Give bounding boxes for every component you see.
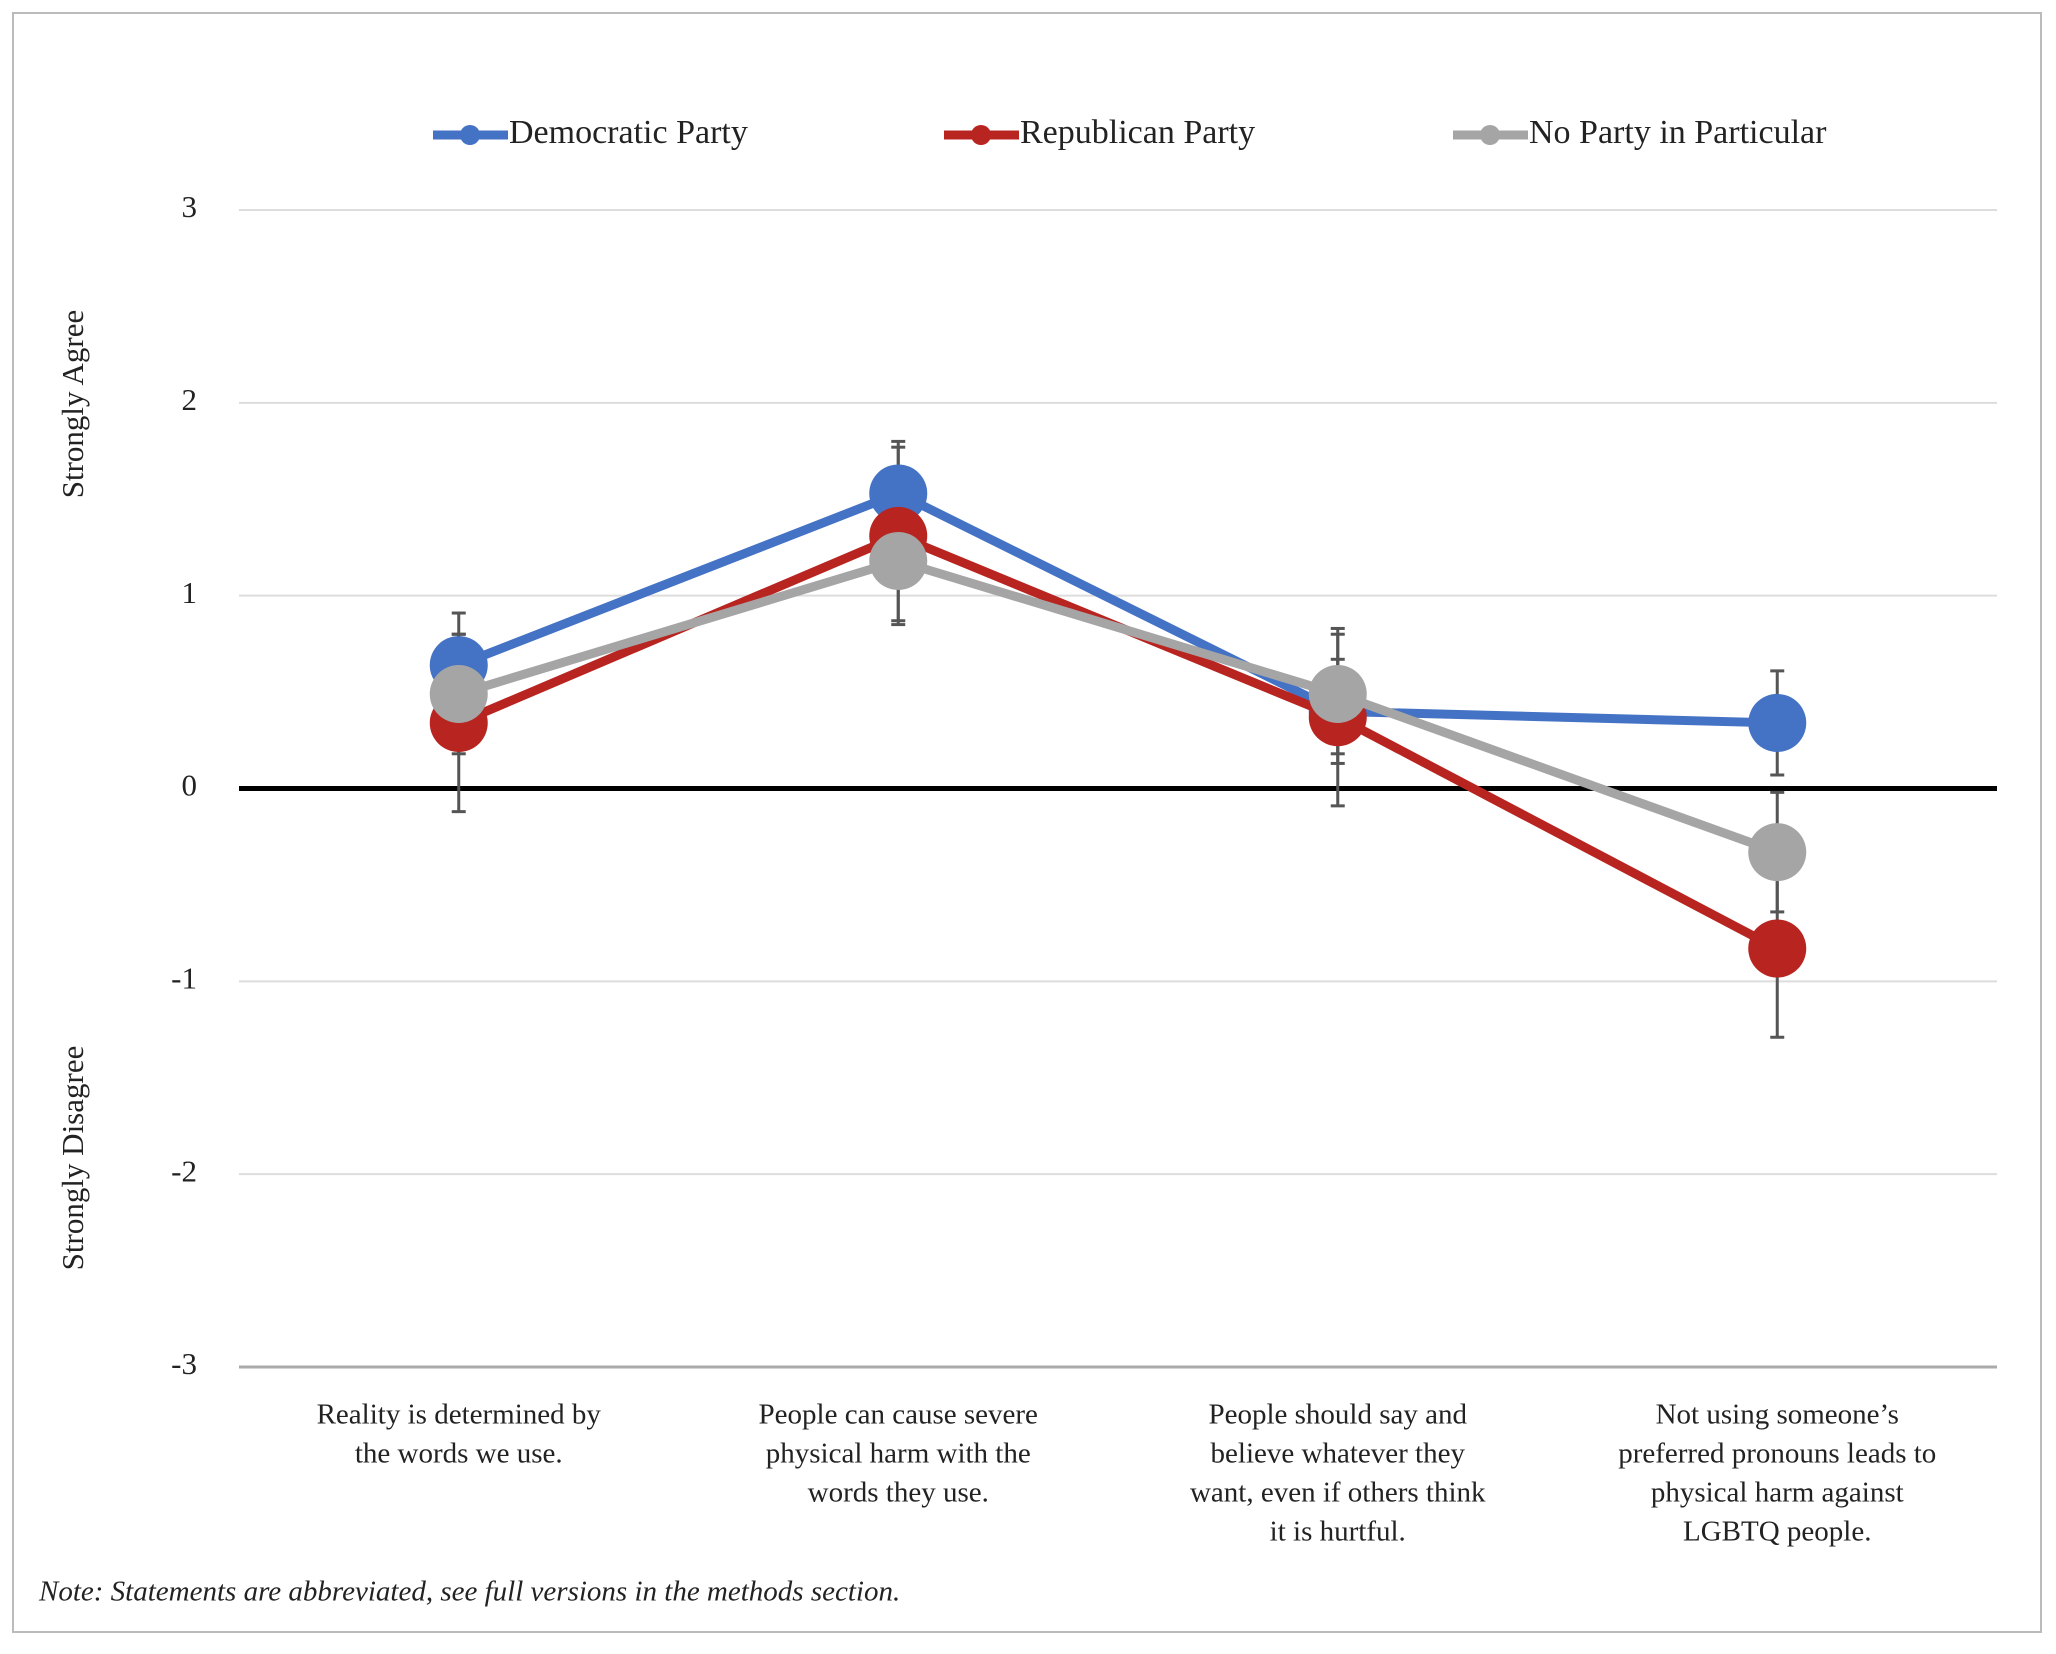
legend-label: Democratic Party xyxy=(509,114,748,151)
x-tick-label: it is hurtful. xyxy=(1270,1516,1406,1548)
note: Note: Statements are abbreviated, see fu… xyxy=(38,1576,900,1608)
x-tick-label: Reality is determined by xyxy=(317,1399,602,1431)
y-annotation: Strongly Agree xyxy=(55,310,90,499)
y-tick-label: -2 xyxy=(171,1153,197,1188)
marker xyxy=(869,531,928,590)
y-tick-label: -3 xyxy=(171,1346,197,1381)
x-tick-label: physical harm with the xyxy=(766,1438,1031,1470)
series-line xyxy=(457,488,1778,728)
y-annotation: Strongly Disagree xyxy=(55,1046,90,1271)
marker xyxy=(1748,693,1807,752)
y-tick-label: 0 xyxy=(182,768,198,803)
x-tick-label: Not using someone’s xyxy=(1656,1399,1899,1431)
y-tick-label: 3 xyxy=(182,189,198,224)
series-line xyxy=(457,556,1779,857)
y-tick-label: 1 xyxy=(182,575,198,610)
marker xyxy=(869,464,928,523)
x-tick-label: People can cause severe xyxy=(759,1399,1038,1431)
marker xyxy=(1308,665,1367,724)
y-tick-label: 2 xyxy=(182,382,198,417)
marker xyxy=(1748,919,1807,978)
frame xyxy=(12,12,2042,1633)
x-tick-label: physical harm against xyxy=(1651,1477,1904,1509)
x-tick-label: the words we use. xyxy=(355,1438,563,1470)
marker xyxy=(1748,823,1807,882)
legend-marker xyxy=(1480,125,1500,145)
legend-marker xyxy=(971,125,991,145)
y-tick-label: -1 xyxy=(171,960,197,995)
marker xyxy=(429,665,488,724)
x-tick-label: believe whatever they xyxy=(1211,1438,1466,1470)
x-tick-label: words they use. xyxy=(808,1477,989,1509)
x-tick-label: want, even if others think xyxy=(1190,1477,1486,1509)
x-tick-label: preferred pronouns leads to xyxy=(1618,1438,1936,1470)
legend-marker xyxy=(460,125,480,145)
x-tick-label: LGBTQ people. xyxy=(1683,1516,1871,1548)
x-tick-label: People should say and xyxy=(1208,1399,1467,1431)
legend-label: No Party in Particular xyxy=(1529,114,1827,151)
legend-label: Republican Party xyxy=(1020,114,1255,151)
